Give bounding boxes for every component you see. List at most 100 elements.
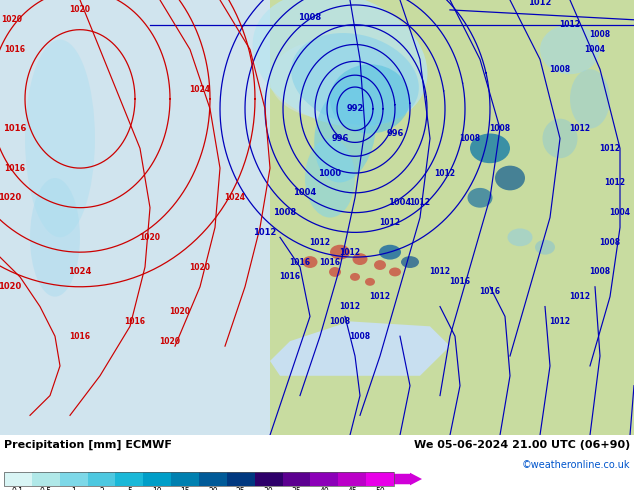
Text: 1012: 1012	[339, 247, 361, 257]
Ellipse shape	[350, 273, 360, 281]
Text: 1016: 1016	[479, 287, 500, 296]
Text: 2: 2	[99, 487, 104, 490]
Text: 10: 10	[152, 487, 162, 490]
Text: 992: 992	[346, 104, 364, 113]
Text: 1024: 1024	[190, 84, 210, 94]
Text: 1016: 1016	[290, 258, 311, 267]
Text: 1020: 1020	[190, 263, 210, 271]
Bar	[115, 472, 143, 486]
Text: 1008: 1008	[489, 124, 510, 133]
Ellipse shape	[470, 133, 510, 163]
Text: 1008: 1008	[299, 13, 321, 22]
Ellipse shape	[291, 33, 419, 125]
Bar	[4, 472, 32, 486]
Text: 1012: 1012	[410, 198, 430, 207]
Ellipse shape	[353, 253, 368, 265]
Text: 1008: 1008	[460, 134, 481, 143]
Ellipse shape	[252, 0, 427, 127]
Text: 1012: 1012	[309, 238, 330, 247]
Text: 1004: 1004	[609, 208, 630, 217]
Text: 1020: 1020	[1, 15, 22, 24]
Ellipse shape	[329, 267, 341, 277]
Text: 1016: 1016	[124, 317, 145, 326]
Text: 996: 996	[332, 134, 349, 143]
Text: 35: 35	[292, 487, 301, 490]
Text: 1004: 1004	[294, 188, 316, 197]
FancyBboxPatch shape	[270, 0, 634, 435]
Ellipse shape	[365, 278, 375, 286]
Text: 1012: 1012	[569, 292, 590, 301]
Ellipse shape	[330, 64, 410, 133]
Text: 45: 45	[347, 487, 357, 490]
Bar	[311, 472, 339, 486]
Bar	[366, 472, 394, 486]
Text: 1012: 1012	[559, 20, 581, 29]
Text: 1024: 1024	[224, 193, 245, 202]
Text: 1016: 1016	[3, 124, 27, 133]
Bar	[87, 472, 115, 486]
Text: 1016: 1016	[280, 272, 301, 281]
Bar	[227, 472, 255, 486]
Bar	[4, 472, 394, 486]
Bar	[143, 472, 171, 486]
Text: 20: 20	[208, 487, 217, 490]
Text: We 05-06-2024 21.00 UTC (06+90): We 05-06-2024 21.00 UTC (06+90)	[414, 440, 630, 450]
Bar	[199, 472, 227, 486]
Ellipse shape	[305, 139, 355, 218]
Text: 1012: 1012	[339, 302, 361, 311]
Text: 1012: 1012	[569, 124, 590, 133]
Text: 1008: 1008	[599, 238, 621, 247]
Text: 50: 50	[375, 487, 385, 490]
Text: 1020: 1020	[70, 5, 91, 14]
Text: 1024: 1024	[68, 268, 92, 276]
Text: 5: 5	[127, 487, 132, 490]
Ellipse shape	[302, 256, 318, 268]
Text: 1000: 1000	[318, 169, 342, 177]
Polygon shape	[0, 0, 270, 435]
Ellipse shape	[270, 40, 390, 119]
Ellipse shape	[467, 188, 493, 208]
Text: 1012: 1012	[604, 178, 626, 188]
Ellipse shape	[30, 178, 80, 296]
Text: 1020: 1020	[169, 307, 190, 316]
Bar	[255, 472, 283, 486]
Text: 1016: 1016	[4, 164, 25, 172]
Ellipse shape	[535, 240, 555, 255]
Text: 0.5: 0.5	[40, 487, 52, 490]
Bar	[339, 472, 366, 486]
Text: 1004: 1004	[585, 45, 605, 54]
Text: 0.1: 0.1	[12, 487, 24, 490]
Text: 1012: 1012	[434, 169, 455, 177]
Text: 1012: 1012	[528, 0, 552, 7]
Text: 1008: 1008	[349, 332, 370, 341]
Text: ©weatheronline.co.uk: ©weatheronline.co.uk	[522, 460, 630, 470]
Text: 1016: 1016	[320, 258, 340, 267]
Text: 1008: 1008	[590, 268, 611, 276]
Text: 1020: 1020	[0, 282, 22, 291]
Text: 1012: 1012	[550, 317, 571, 326]
Polygon shape	[270, 321, 450, 376]
Text: 1020: 1020	[0, 193, 22, 202]
Text: 1004: 1004	[389, 198, 411, 207]
Bar	[32, 472, 60, 486]
Text: 1012: 1012	[429, 268, 451, 276]
Text: 1012: 1012	[380, 218, 401, 227]
Ellipse shape	[507, 228, 533, 246]
Ellipse shape	[401, 256, 419, 268]
Bar	[283, 472, 311, 486]
Ellipse shape	[389, 268, 401, 276]
Text: 1016: 1016	[70, 332, 91, 341]
Text: 1012: 1012	[600, 144, 621, 153]
Ellipse shape	[495, 166, 525, 191]
Ellipse shape	[25, 40, 95, 237]
Text: 1012: 1012	[254, 228, 276, 237]
Bar	[60, 472, 87, 486]
Ellipse shape	[314, 85, 376, 182]
Text: 1020: 1020	[139, 233, 160, 242]
Text: 1016: 1016	[4, 45, 25, 54]
Text: 15: 15	[180, 487, 190, 490]
Ellipse shape	[540, 24, 600, 74]
Bar	[171, 472, 199, 486]
Text: 1012: 1012	[370, 292, 391, 301]
Ellipse shape	[330, 245, 350, 260]
